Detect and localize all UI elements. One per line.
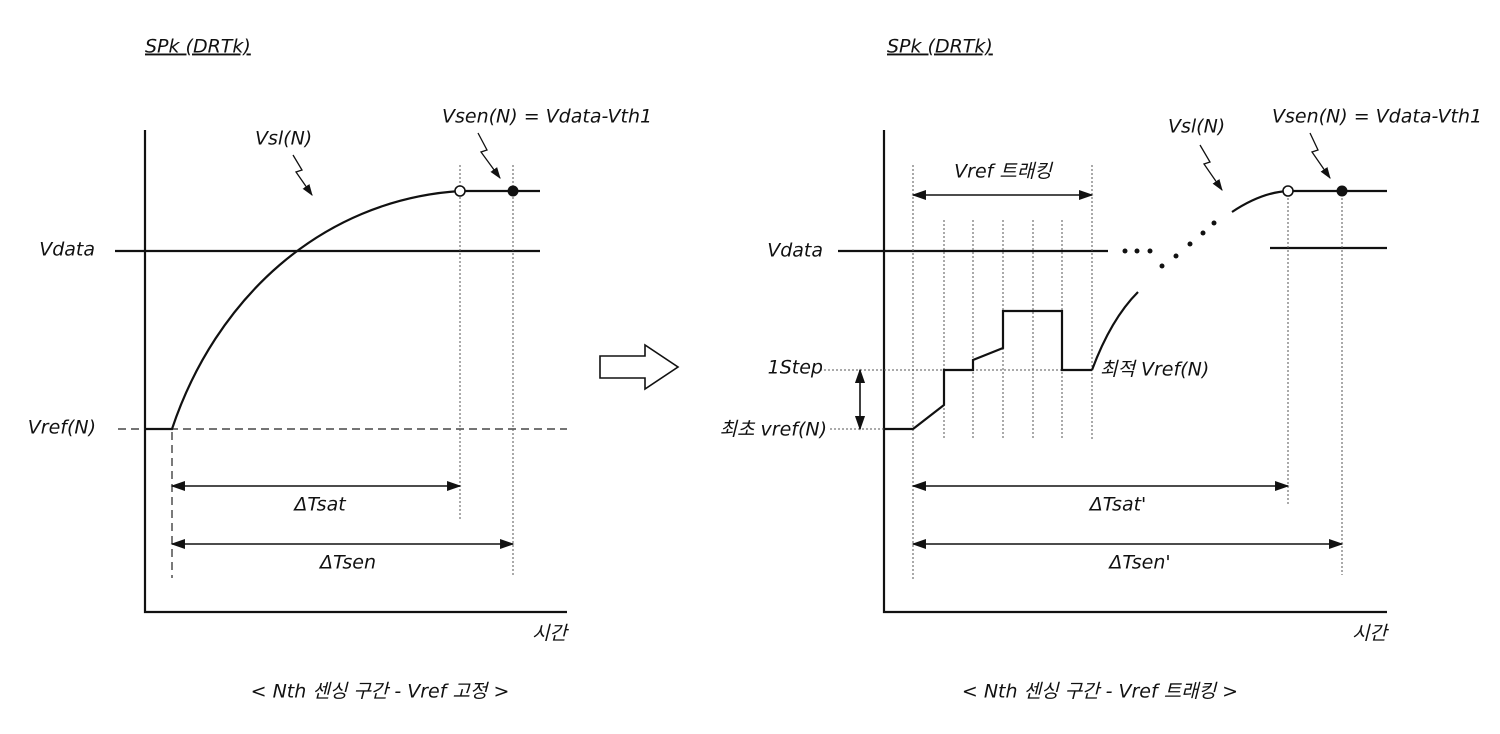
dot bbox=[1135, 249, 1140, 254]
caption: < Nth 센싱 구간 - Vref 고정 > bbox=[251, 681, 510, 703]
dot bbox=[1174, 254, 1179, 259]
sense-label: Vsen(N) = Vdata-Vth1 bbox=[442, 106, 652, 128]
axes bbox=[145, 130, 567, 612]
diagram: SPk (DRTk) Vsl(N) Vsen(N) = Vdata-Vth1 V… bbox=[0, 0, 1500, 734]
panel-title: SPk (DRTk) bbox=[145, 36, 251, 58]
optimal-vref-label: 최적 Vref(N) bbox=[1100, 359, 1209, 381]
sense-pointer bbox=[478, 133, 500, 178]
curve-label: Vsl(N) bbox=[255, 128, 312, 150]
sen-point bbox=[1337, 186, 1348, 197]
vdata-label: Vdata bbox=[767, 240, 823, 262]
tsen-label: ΔTsen bbox=[318, 552, 376, 574]
dot bbox=[1201, 231, 1206, 236]
dot bbox=[1123, 249, 1128, 254]
step-guides bbox=[820, 165, 1342, 580]
tsen-label: ΔTsen' bbox=[1107, 552, 1170, 574]
sen-point bbox=[508, 186, 519, 197]
step-label: 1Step bbox=[768, 357, 823, 379]
dot bbox=[1188, 242, 1193, 247]
tsat-label: ΔTsat bbox=[292, 494, 347, 516]
tsat-label: ΔTsat' bbox=[1088, 494, 1147, 516]
vsl-curve-end bbox=[1232, 191, 1387, 212]
transition-arrow bbox=[600, 345, 678, 389]
vdata-label: Vdata bbox=[39, 239, 95, 261]
sense-pointer bbox=[1310, 133, 1330, 178]
sense-label: Vsen(N) = Vdata-Vth1 bbox=[1272, 106, 1482, 128]
tracking-label: Vref 트래킹 bbox=[954, 161, 1053, 183]
dot bbox=[1148, 249, 1153, 254]
vdata-dots bbox=[1123, 221, 1217, 269]
vsl-curve bbox=[145, 191, 540, 429]
sat-point bbox=[455, 186, 465, 196]
dot bbox=[1160, 264, 1165, 269]
initial-vref-label: 최초 vref(N) bbox=[720, 419, 827, 441]
caption: < Nth 센싱 구간 - Vref 트래킹 > bbox=[962, 681, 1238, 703]
panel-fixed: SPk (DRTk) Vsl(N) Vsen(N) = Vdata-Vth1 V… bbox=[28, 36, 652, 703]
curve-pointer bbox=[1200, 145, 1222, 190]
panel-tracking: SPk (DRTk) Vref 트래킹 Vsl(N) Vsen(N) = Vda… bbox=[720, 36, 1483, 703]
sat-point bbox=[1283, 186, 1293, 196]
time-label: 시간 bbox=[1352, 623, 1389, 645]
panel-title: SPk (DRTk) bbox=[887, 36, 993, 58]
vref-label: Vref(N) bbox=[28, 417, 96, 439]
curve-label: Vsl(N) bbox=[1168, 116, 1225, 138]
curve-pointer bbox=[293, 155, 312, 195]
time-label: 시간 bbox=[532, 623, 569, 645]
dot bbox=[1212, 221, 1217, 226]
